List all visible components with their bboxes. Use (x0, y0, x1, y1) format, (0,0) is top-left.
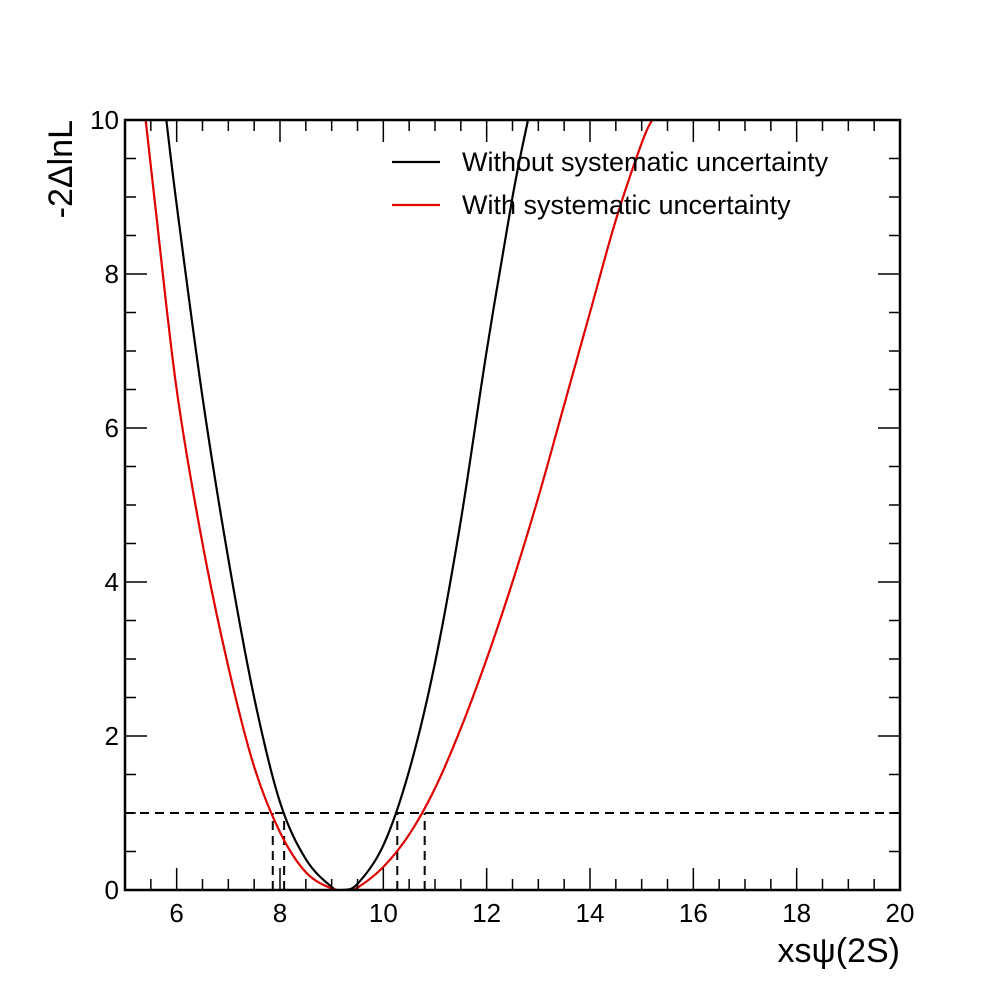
x-tick-label: 18 (782, 898, 811, 928)
y-tick-label: 2 (105, 721, 119, 751)
x-tick-label: 14 (576, 898, 605, 928)
legend-label-0: Without systematic uncertainty (462, 147, 829, 177)
y-tick-label: 0 (105, 875, 119, 905)
y-tick-label: 10 (90, 105, 119, 135)
plot-frame-layer (123, 118, 902, 892)
x-axis-title: xsψ(2S) (778, 932, 900, 970)
series-line-1 (144, 120, 654, 890)
legend-label-1: With systematic uncertainty (462, 190, 791, 220)
plot-lines-layer (125, 120, 900, 890)
y-tick-label: 8 (105, 259, 119, 289)
legend: Without systematic uncertainty With syste… (392, 147, 829, 220)
label-layer: 6 8 10 12 14 16 18 20 0 2 4 6 8 10 xsψ(2S) -2ΔlnL (42, 105, 914, 970)
x-tick-label: 12 (472, 898, 501, 928)
y-axis-title: -2ΔlnL (42, 120, 80, 218)
x-tick-label: 10 (369, 898, 398, 928)
x-tick-label: 8 (273, 898, 287, 928)
y-tick-label: 6 (105, 413, 119, 443)
plot-frame (123, 118, 902, 892)
series-line-0 (165, 120, 530, 890)
x-tick-label: 20 (886, 898, 915, 928)
x-tick-label: 16 (679, 898, 708, 928)
tick-layer (124, 119, 901, 891)
y-tick-label: 4 (105, 567, 119, 597)
x-tick-label: 6 (169, 898, 183, 928)
